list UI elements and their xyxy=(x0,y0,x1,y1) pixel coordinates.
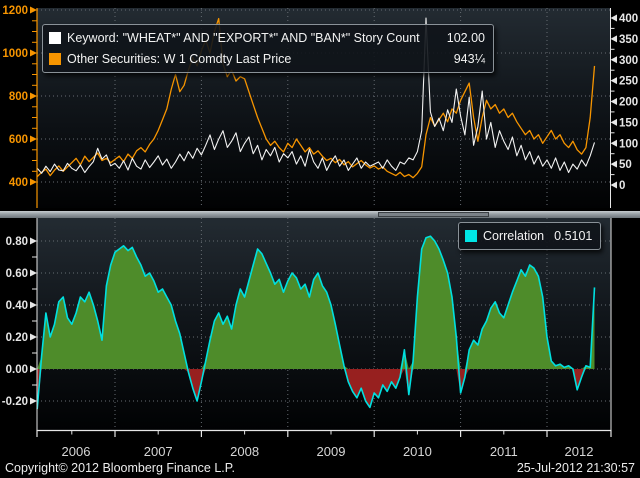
timestamp: 25-Jul-2012 21:30:57 xyxy=(516,461,635,475)
copyright-text: Copyright© 2012 Bloomberg Finance L.P. xyxy=(5,461,235,475)
svg-text:250: 250 xyxy=(619,76,638,88)
svg-text:300: 300 xyxy=(619,55,638,67)
legend-row-story-count[interactable]: Keyword: "WHEAT*" AND "EXPORT*" AND "BAN… xyxy=(49,27,485,48)
svg-text:350: 350 xyxy=(619,34,638,46)
correlation-swatch-icon xyxy=(465,229,477,242)
svg-text:2008: 2008 xyxy=(230,444,259,459)
story-count-value: 102.00 xyxy=(446,30,485,45)
svg-text:0.80: 0.80 xyxy=(6,236,28,248)
svg-text:0.20: 0.20 xyxy=(6,332,28,344)
x-axis: 2006 2007 2008 2009 2010 2011 2012 xyxy=(36,430,612,459)
story-count-label: Keyword: "WHEAT*" AND "EXPORT*" AND "BAN… xyxy=(67,30,420,45)
svg-text:200: 200 xyxy=(619,97,638,109)
svg-text:0.60: 0.60 xyxy=(6,268,28,280)
svg-text:1200: 1200 xyxy=(2,5,28,17)
correlation-label: Correlation xyxy=(483,228,545,243)
svg-text:2011: 2011 xyxy=(490,444,518,459)
top-panel-legend: Keyword: "WHEAT*" AND "EXPORT*" AND "BAN… xyxy=(42,24,494,73)
top-right-axis: 400 350 300 250 200 150 100 50 0 xyxy=(610,13,638,192)
status-bar: Copyright© 2012 Bloomberg Finance L.P. 2… xyxy=(0,458,640,478)
story-count-series xyxy=(36,17,596,174)
svg-text:800: 800 xyxy=(9,91,28,103)
legend-row-correlation: Correlation 0.5101 xyxy=(465,225,592,246)
svg-text:1000: 1000 xyxy=(2,48,28,60)
top-left-axis: 1200 1000 800 600 400 xyxy=(2,5,37,189)
correlation-axis: 0.80 0.60 0.40 0.20 0.00 -0.20 xyxy=(2,236,37,408)
correlation-area-series xyxy=(36,235,596,410)
svg-text:50: 50 xyxy=(619,159,632,171)
svg-text:2012: 2012 xyxy=(565,444,594,459)
panel-divider[interactable] xyxy=(0,211,640,218)
svg-text:600: 600 xyxy=(9,134,28,146)
svg-text:150: 150 xyxy=(619,117,638,129)
svg-text:2009: 2009 xyxy=(317,444,346,459)
legend-row-wheat-price[interactable]: Other Securities: W 1 Comdty Last Price … xyxy=(49,48,485,69)
svg-text:0: 0 xyxy=(619,180,625,192)
svg-text:-0.20: -0.20 xyxy=(2,396,28,408)
svg-text:0.00: 0.00 xyxy=(6,364,28,376)
panel-divider-thumb[interactable] xyxy=(378,212,489,217)
svg-text:2006: 2006 xyxy=(62,444,91,459)
svg-text:400: 400 xyxy=(619,13,638,25)
wheat-price-series xyxy=(36,17,596,179)
axis-lines xyxy=(36,8,612,432)
correlation-legend[interactable]: Correlation 0.5101 xyxy=(458,222,602,250)
wheat-price-swatch-icon xyxy=(49,52,61,65)
correlation-value: 0.5101 xyxy=(554,228,593,243)
svg-text:400: 400 xyxy=(9,177,28,189)
svg-text:2010: 2010 xyxy=(403,444,432,459)
wheat-price-value: 943¼ xyxy=(453,51,485,66)
wheat-price-label: Other Securities: W 1 Comdty Last Price xyxy=(67,51,292,66)
svg-text:0.40: 0.40 xyxy=(6,300,28,312)
story-count-swatch-icon xyxy=(49,31,61,44)
svg-text:100: 100 xyxy=(619,138,638,150)
svg-text:2007: 2007 xyxy=(144,444,173,459)
